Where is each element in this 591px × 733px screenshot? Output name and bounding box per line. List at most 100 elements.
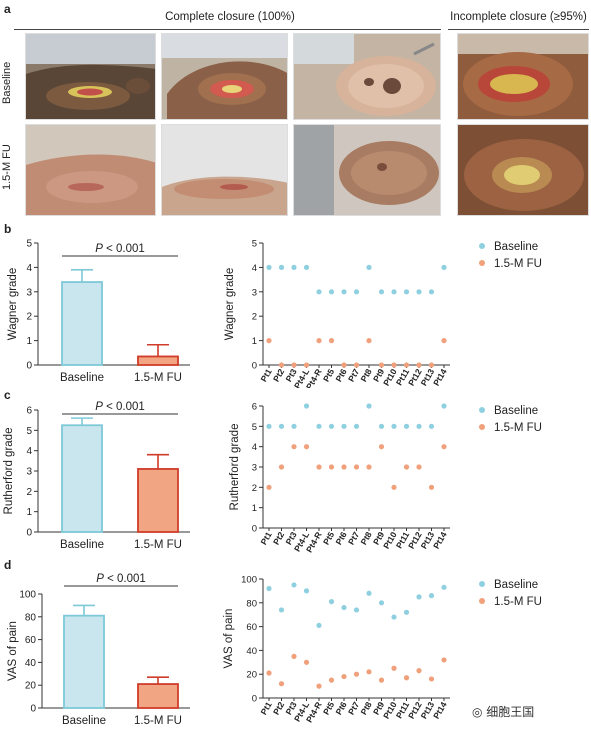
y-tick-label: 4 bbox=[252, 442, 257, 453]
followup-point bbox=[428, 484, 435, 490]
y-tick-label: 80 bbox=[246, 598, 257, 609]
baseline-point bbox=[328, 599, 335, 605]
x-tick-label: Pt6 bbox=[333, 700, 348, 717]
baseline-point bbox=[391, 423, 397, 429]
followup-point bbox=[316, 683, 322, 689]
y-tick-label: 0 bbox=[30, 704, 36, 715]
legend-baseline-label: Baseline bbox=[494, 241, 538, 253]
x-tick-label: Pt8 bbox=[358, 700, 373, 717]
baseline-point bbox=[266, 585, 272, 592]
followup-point bbox=[328, 677, 335, 683]
photo-patient1-baseline bbox=[25, 33, 156, 120]
y-tick-label: 4 bbox=[252, 263, 257, 274]
baseline-point bbox=[341, 289, 347, 295]
x-tick-label: Pt5 bbox=[321, 367, 336, 384]
x-tick-label: Pt2 bbox=[271, 367, 286, 384]
baseline-point bbox=[416, 594, 422, 600]
y-tick-label: 40 bbox=[246, 646, 257, 657]
x-category-label: 1.5-M FU bbox=[134, 715, 182, 727]
followup-point bbox=[403, 464, 410, 470]
legend-baseline-label: Baseline bbox=[494, 579, 538, 591]
y-tick-label: 1 bbox=[252, 503, 257, 514]
y-tick-label: 1 bbox=[26, 507, 32, 518]
y-tick-label: 3 bbox=[26, 467, 32, 478]
chart-d-bar: 0 20 40 60 80 100 VAS of pain Baseline 1.5-M FU P… bbox=[7, 573, 190, 727]
followup-point bbox=[291, 653, 297, 659]
y-axis-label: VAS of pain bbox=[7, 621, 19, 681]
followup-point bbox=[403, 362, 410, 368]
followup-point bbox=[441, 657, 447, 663]
baseline-point bbox=[441, 584, 447, 590]
followup-point bbox=[328, 464, 335, 470]
row-label-followup: 1.5-M FU bbox=[1, 144, 13, 190]
x-tick-label: Pt5 bbox=[321, 700, 336, 717]
x-tick-label: Pt1 bbox=[258, 530, 273, 547]
y-tick-label: 100 bbox=[241, 575, 257, 586]
followup-point bbox=[441, 444, 447, 450]
photo-patient4-baseline bbox=[457, 33, 589, 120]
panel-letter-a: a bbox=[4, 2, 11, 16]
y-tick-label: 1 bbox=[252, 336, 257, 347]
x-category-label: Baseline bbox=[62, 715, 106, 727]
followup-point bbox=[316, 464, 322, 470]
baseline-point bbox=[428, 593, 435, 599]
followup-point bbox=[353, 464, 360, 470]
followup-point bbox=[353, 362, 360, 368]
y-tick-label: 0 bbox=[252, 694, 257, 705]
x-tick-label: Pt2 bbox=[271, 530, 286, 547]
followup-point bbox=[366, 464, 372, 470]
pvalue-annotation: P < 0.001 bbox=[96, 573, 146, 585]
legend-followup-marker bbox=[479, 424, 485, 430]
baseline-point bbox=[391, 289, 397, 295]
followup-point bbox=[366, 669, 372, 675]
pvalue-annotation: P < 0.001 bbox=[95, 243, 145, 255]
y-tick-label: 80 bbox=[25, 612, 37, 623]
y-tick-label: 20 bbox=[25, 681, 37, 692]
baseline-point bbox=[291, 264, 297, 270]
pvalue-p: P bbox=[96, 573, 104, 585]
pvalue-rest: < 0.001 bbox=[103, 401, 145, 413]
baseline-point bbox=[303, 588, 310, 594]
baseline-point bbox=[403, 423, 410, 429]
panel-letter-c: c bbox=[4, 388, 11, 402]
baseline-point bbox=[303, 403, 310, 409]
x-tick-label: Pt14 bbox=[431, 367, 449, 388]
followup-point bbox=[416, 464, 422, 470]
baseline-point bbox=[328, 289, 335, 295]
baseline-point bbox=[378, 423, 385, 429]
followup-point bbox=[441, 338, 447, 344]
followup-point bbox=[266, 484, 272, 490]
baseline-point bbox=[391, 614, 397, 620]
followup-point bbox=[403, 675, 410, 681]
photo-patient3-followup bbox=[293, 124, 441, 216]
legend-followup-label: 1.5-M FU bbox=[494, 596, 542, 608]
followup-point bbox=[278, 362, 285, 368]
bar bbox=[61, 424, 103, 533]
photo-patient3-baseline bbox=[293, 33, 441, 120]
baseline-point bbox=[341, 604, 347, 611]
followup-point bbox=[391, 484, 397, 490]
y-axis-label: Wagner grade bbox=[224, 268, 236, 340]
x-tick-label: Pt8 bbox=[358, 367, 373, 384]
baseline-point bbox=[291, 423, 297, 429]
baseline-point bbox=[328, 423, 335, 429]
baseline-point bbox=[378, 600, 385, 606]
pvalue-annotation: P < 0.001 bbox=[95, 401, 145, 413]
baseline-point bbox=[316, 423, 322, 429]
photo-patient1-followup bbox=[25, 124, 156, 216]
baseline-point bbox=[266, 423, 272, 429]
followup-point bbox=[303, 362, 310, 368]
followup-point bbox=[316, 338, 322, 344]
x-tick-label: Pt14 bbox=[431, 530, 449, 551]
followup-point bbox=[341, 464, 347, 470]
baseline-point bbox=[316, 622, 322, 629]
x-tick-label: Pt6 bbox=[333, 530, 348, 547]
y-tick-label: 0 bbox=[252, 524, 257, 535]
y-tick-label: 5 bbox=[26, 239, 32, 250]
watermark-icon: ◎ bbox=[472, 705, 487, 719]
y-tick-label: 100 bbox=[19, 590, 36, 601]
bar bbox=[61, 281, 103, 366]
x-tick-label: Pt6 bbox=[333, 367, 348, 384]
y-tick-label: 0 bbox=[26, 361, 32, 372]
x-tick-label: Pt7 bbox=[346, 700, 361, 717]
